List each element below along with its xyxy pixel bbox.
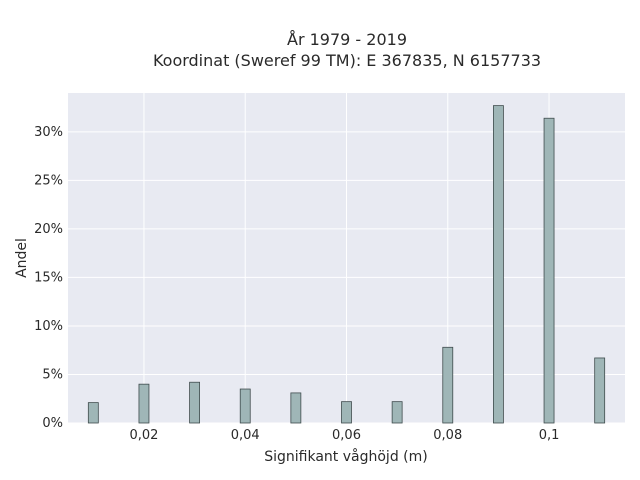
- x-tick-label: 0,1: [539, 428, 560, 443]
- x-tick-labels: 0,02 0,04 0,06 0,08 0,1: [129, 428, 559, 443]
- y-tick-label: 20%: [34, 222, 63, 237]
- x-tick-label: 0,06: [332, 428, 361, 443]
- bar: [138, 383, 150, 424]
- y-tick-label: 0%: [42, 416, 63, 431]
- y-tick-label: 25%: [34, 173, 63, 188]
- y-tick-label: 30%: [34, 125, 63, 140]
- y-tick-label: 5%: [42, 367, 63, 382]
- bar: [239, 388, 251, 424]
- bar: [493, 105, 504, 424]
- y-axis-label: Andel: [14, 238, 30, 278]
- bars: [87, 105, 606, 424]
- bar: [341, 401, 352, 424]
- bar: [189, 381, 200, 424]
- x-tick-label: 0,02: [129, 428, 158, 443]
- x-tick-label: 0,08: [433, 428, 462, 443]
- bar: [391, 401, 403, 424]
- bar: [594, 357, 606, 424]
- bar: [290, 392, 302, 424]
- y-tick-labels: 0% 5% 10% 15% 20% 25% 30%: [34, 125, 63, 431]
- x-tick-label: 0,04: [231, 428, 260, 443]
- chart-title-line2: Koordinat (Sweref 99 TM): E 367835, N 61…: [153, 51, 541, 70]
- y-tick-label: 15%: [34, 270, 63, 285]
- x-axis-label: Signifikant våghöjd (m): [264, 448, 427, 465]
- bar: [442, 346, 454, 424]
- chart-title-line1: År 1979 - 2019: [287, 30, 407, 49]
- bar: [87, 402, 99, 424]
- y-tick-label: 10%: [34, 319, 63, 334]
- bar: [543, 117, 555, 424]
